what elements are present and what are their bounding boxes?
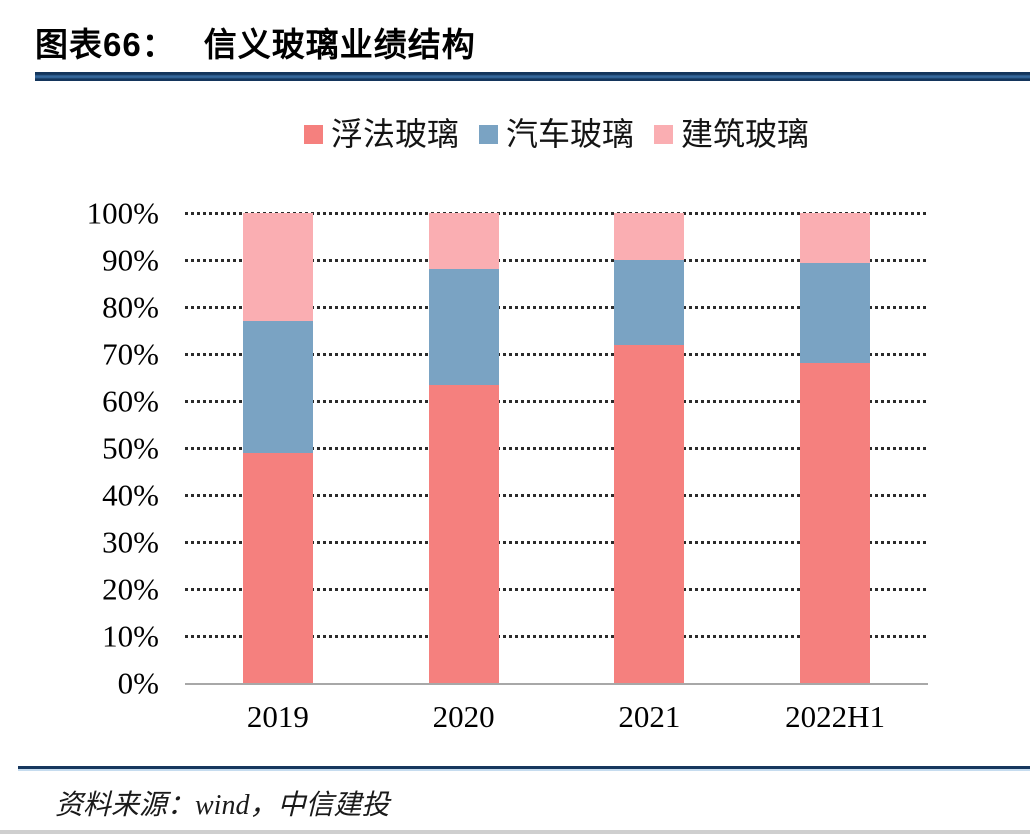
figure-title-text: 信义玻璃业绩结构 xyxy=(203,26,476,63)
title-divider xyxy=(35,72,1030,81)
footer-divider xyxy=(18,766,1030,769)
bar-segment-浮法玻璃 xyxy=(800,363,871,683)
y-tick-label: 70% xyxy=(102,336,159,372)
stacked-bar-2022H1 xyxy=(800,213,871,683)
y-tick-label: 60% xyxy=(102,383,159,419)
gridline xyxy=(185,494,928,497)
bar-slot xyxy=(185,213,371,683)
bar-segment-浮法玻璃 xyxy=(428,384,499,683)
y-tick-label: 90% xyxy=(102,242,159,278)
bar-segment-汽车玻璃 xyxy=(428,269,499,385)
gridline xyxy=(185,635,928,638)
legend-swatch-icon xyxy=(478,125,498,145)
bar-segment-建筑玻璃 xyxy=(800,213,871,264)
bar-segment-浮法玻璃 xyxy=(614,344,685,683)
stacked-bar-2019 xyxy=(242,213,313,683)
bar-slot xyxy=(371,213,557,683)
bar-segment-建筑玻璃 xyxy=(614,213,685,261)
legend-label: 汽车玻璃 xyxy=(505,116,634,152)
x-axis-line xyxy=(185,683,928,685)
x-tick-label: 2020 xyxy=(432,699,495,734)
bar-segment-汽车玻璃 xyxy=(242,321,313,453)
plot-area: 100% 90% 80% 70% 60% 50% 40% 30% 20% 10% 0% 2019 202… xyxy=(87,198,928,732)
bar-segment-建筑玻璃 xyxy=(242,213,313,322)
legend-label: 建筑玻璃 xyxy=(681,116,810,152)
y-tick-label: 80% xyxy=(102,289,159,325)
gridline xyxy=(185,259,928,262)
bar-segment-建筑玻璃 xyxy=(428,213,499,270)
gridline xyxy=(185,400,928,403)
gridline xyxy=(185,588,928,591)
legend-item-3: 建筑玻璃 xyxy=(654,114,809,156)
legend-swatch-icon xyxy=(654,125,673,145)
stacked-bar-2021 xyxy=(614,213,685,683)
figure-number: 图表66： xyxy=(35,26,176,63)
x-tick-label: 2019 xyxy=(246,699,309,734)
y-tick-label: 10% xyxy=(102,618,159,654)
gridline xyxy=(185,447,928,450)
y-tick-label: 100% xyxy=(86,195,159,231)
stacked-bar-2020 xyxy=(428,213,499,683)
chart-legend: 浮法玻璃 汽车玻璃 建筑玻璃 xyxy=(185,114,928,156)
y-tick-label: 20% xyxy=(102,571,159,607)
y-tick-label: 0% xyxy=(117,665,159,701)
gridline xyxy=(185,306,928,309)
y-tick-label: 50% xyxy=(102,430,159,466)
gridline xyxy=(185,541,928,544)
legend-label: 浮法玻璃 xyxy=(330,116,459,152)
y-tick-label: 30% xyxy=(102,524,159,560)
bar-segment-汽车玻璃 xyxy=(800,263,871,364)
legend-item-2: 汽车玻璃 xyxy=(478,114,634,156)
bar-segment-浮法玻璃 xyxy=(242,452,313,683)
legend-swatch-icon xyxy=(303,125,323,145)
legend-item-1: 浮法玻璃 xyxy=(303,114,459,156)
x-tick-label: 2022H1 xyxy=(785,699,886,734)
bar-segment-汽车玻璃 xyxy=(614,260,685,345)
bar-slot xyxy=(557,213,743,683)
figure-title: 图表66： 信义玻璃业绩结构 xyxy=(35,18,476,66)
source-text: 资料来源：wind，中信建投 xyxy=(55,790,390,821)
page-edge xyxy=(0,830,1030,834)
gridline xyxy=(185,212,928,215)
y-tick-label: 40% xyxy=(102,477,159,513)
bar-slot xyxy=(742,213,928,683)
x-tick-label: 2021 xyxy=(618,699,681,734)
gridline xyxy=(185,353,928,356)
